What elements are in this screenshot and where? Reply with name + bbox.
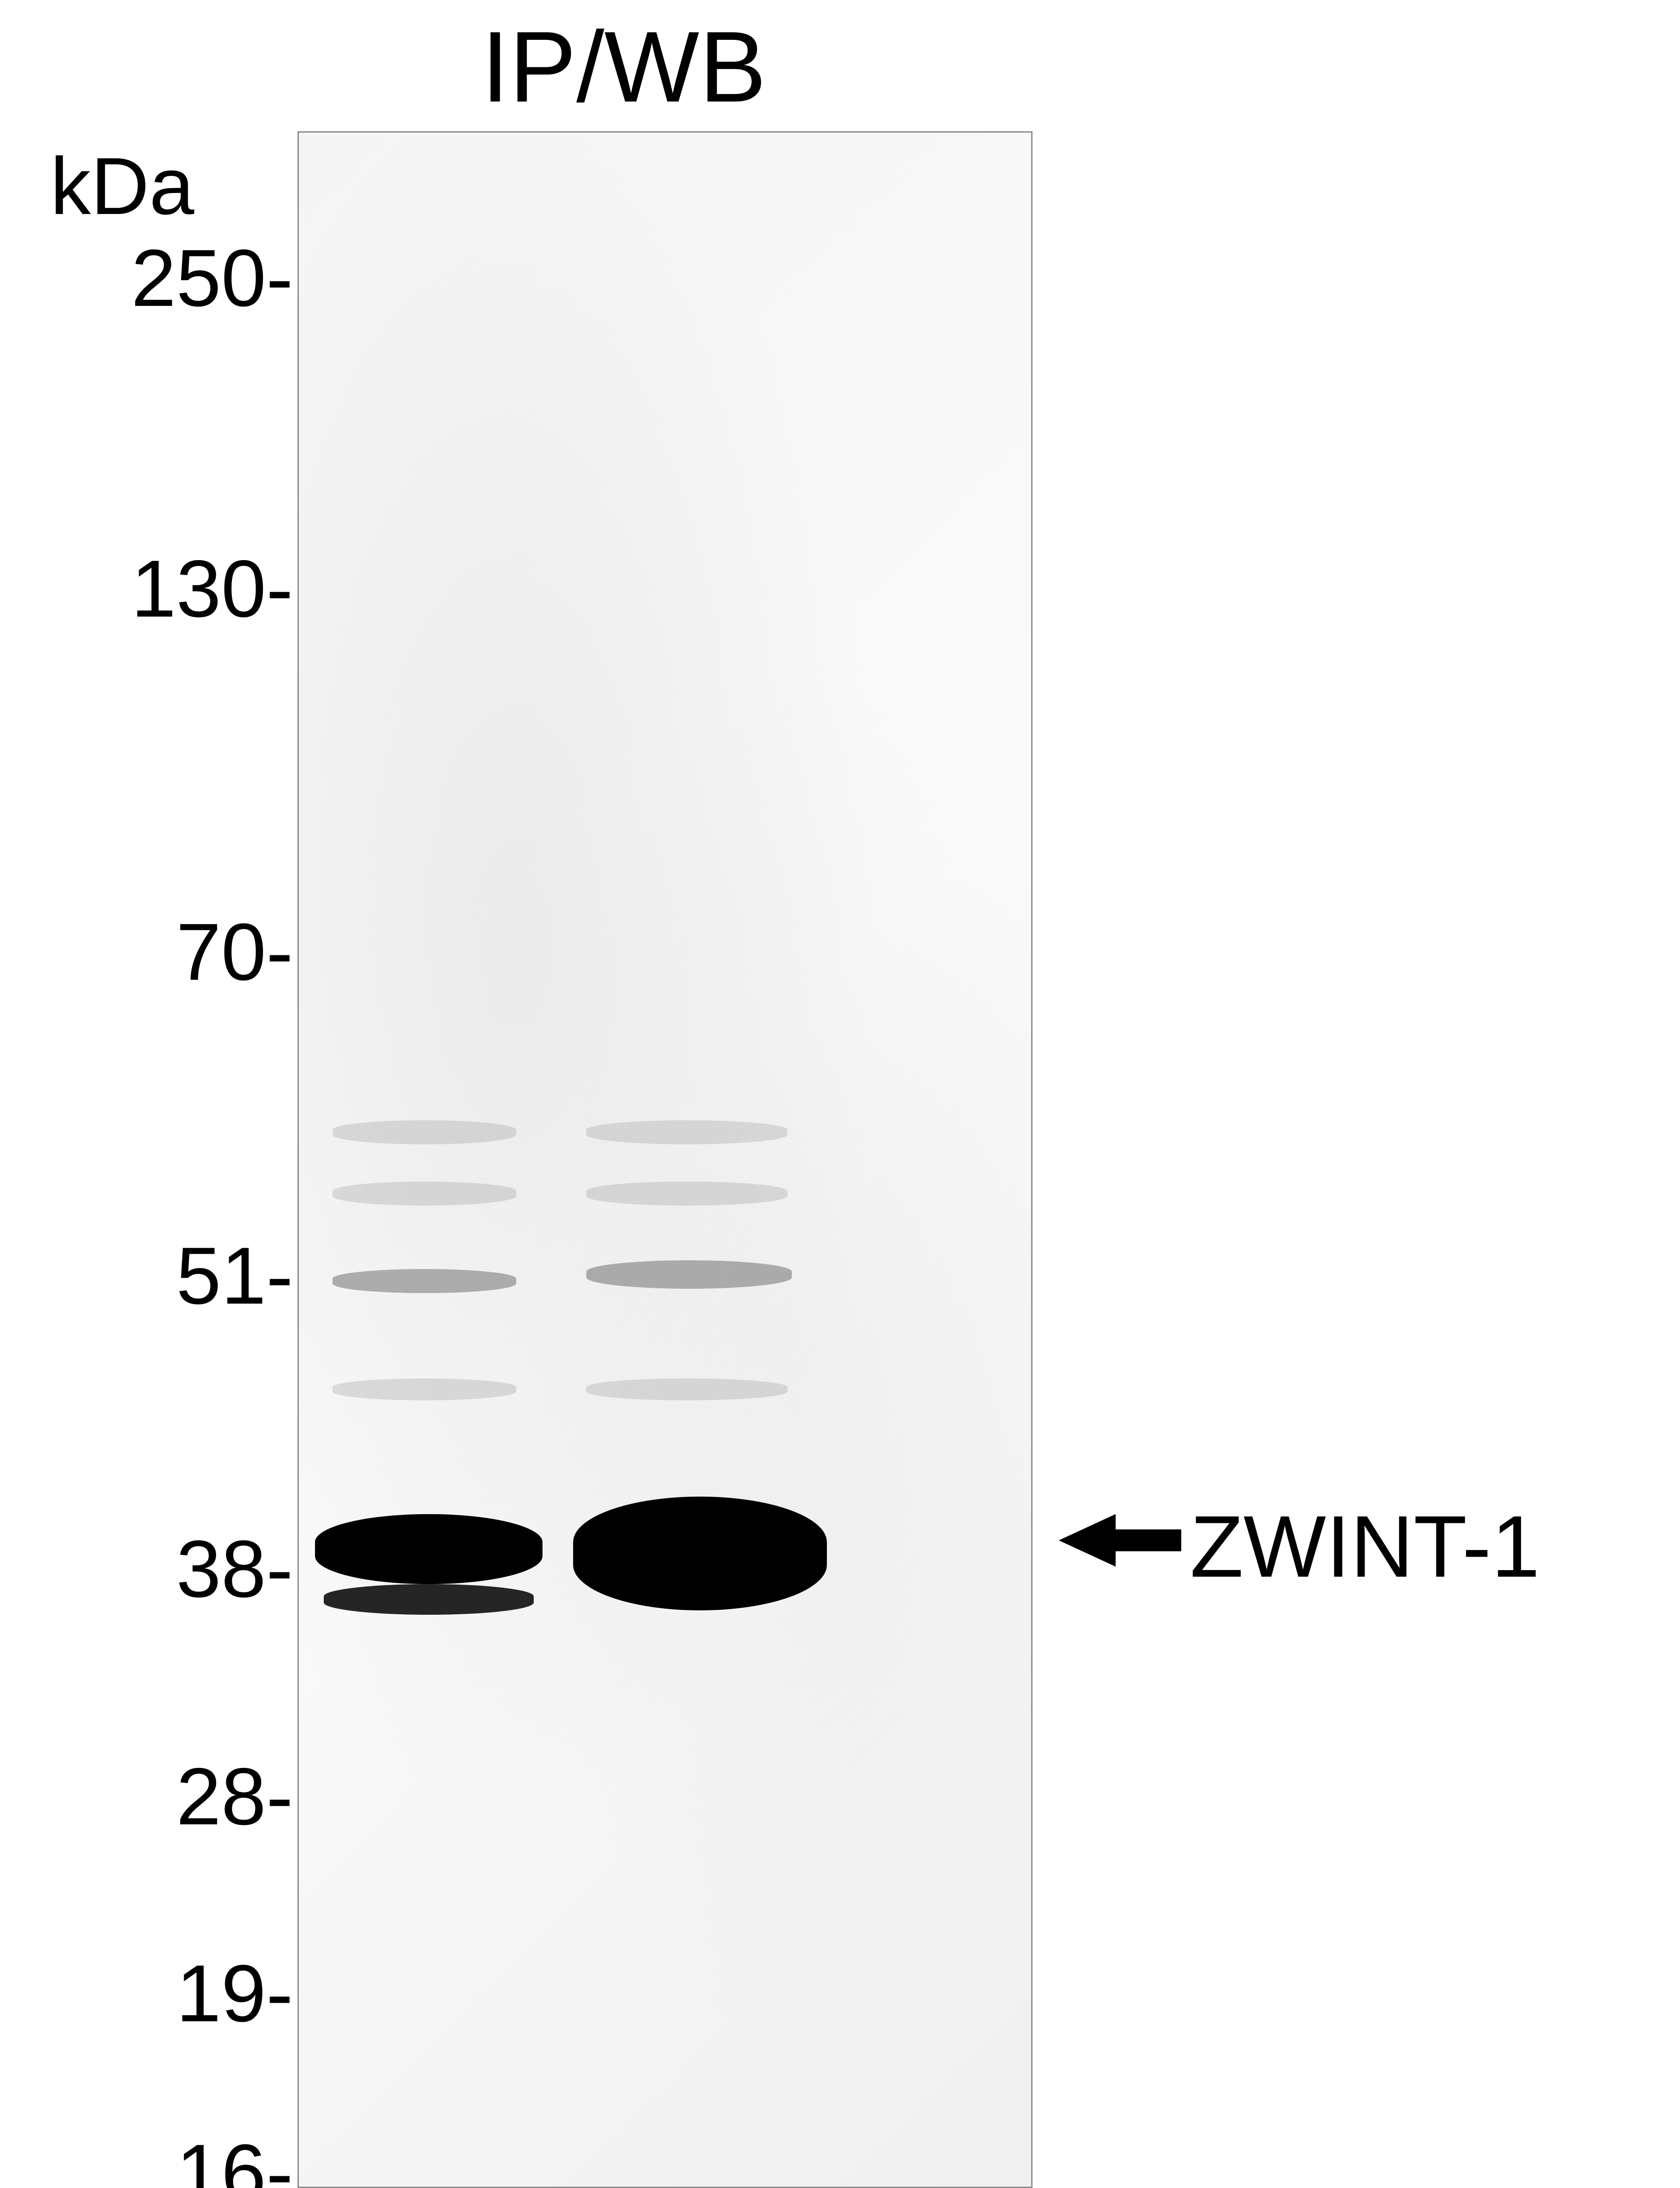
band-lane1-nonspecific-4 (332, 1378, 516, 1400)
mw-marker-19: 19- (52, 1947, 293, 2040)
arrow-line (1116, 1529, 1181, 1551)
target-protein-label: ZWINT-1 (1190, 1497, 1540, 1597)
western-blot-figure: IP/WB kDa 250- 130- 70- 51- 38- 28- 19- … (0, 0, 1680, 2188)
mw-marker-38: 38- (52, 1523, 293, 1616)
band-lane2-nonspecific-1 (586, 1120, 788, 1144)
membrane-texture (299, 133, 1031, 2187)
band-lane1-zwint1 (315, 1514, 542, 1584)
arrow-head-icon (1059, 1514, 1116, 1567)
mw-marker-130: 130- (52, 543, 293, 635)
mw-marker-70: 70- (52, 906, 293, 999)
band-lane2-nonspecific-3 (586, 1260, 792, 1289)
mw-marker-51: 51- (52, 1230, 293, 1322)
blot-membrane (298, 131, 1032, 2188)
band-lane1-nonspecific-2 (332, 1182, 516, 1206)
band-lane1-nonspecific-3 (332, 1269, 516, 1293)
kda-unit-label: kDa (50, 140, 194, 233)
band-lane1-zwint1-sub (324, 1584, 534, 1615)
mw-marker-28: 28- (52, 1750, 293, 1843)
band-lane2-nonspecific-4 (586, 1378, 788, 1400)
band-lane2-zwint1 (573, 1497, 827, 1610)
target-arrow (1059, 1514, 1181, 1567)
mw-marker-250: 250- (52, 232, 293, 325)
mw-marker-16: 16- (52, 2127, 293, 2188)
band-lane1-nonspecific-1 (332, 1120, 516, 1144)
assay-type-label: IP/WB (481, 9, 766, 125)
band-lane2-nonspecific-2 (586, 1182, 788, 1206)
